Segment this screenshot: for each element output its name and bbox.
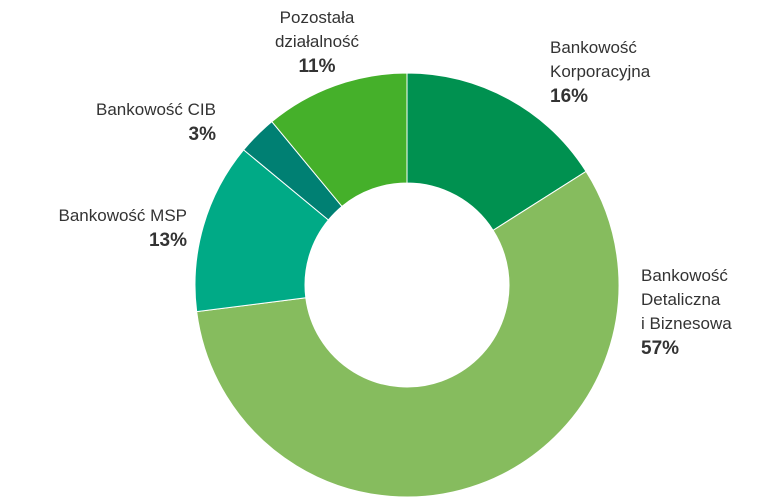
category-name: Pozostała działalność [274, 8, 360, 51]
category-name: Bankowość Korporacyjna [550, 38, 651, 81]
value-label: 16% [550, 86, 589, 107]
category-name: Bankowość CIB [96, 100, 216, 119]
donut-slice [271, 72, 408, 208]
donut-slice [194, 149, 330, 313]
donut-slice [406, 72, 587, 232]
value-label: 13% [148, 230, 187, 251]
value-label: 3% [188, 124, 216, 145]
slice-label: Bankowość Korporacyjna 16% [550, 36, 650, 110]
slice-label: Pozostała działalność 11% [217, 6, 417, 80]
slice-label: Bankowość CIB 3% [96, 98, 216, 148]
category-name: Bankowość Detaliczna i Biznesowa [641, 266, 732, 333]
value-label: 57% [641, 338, 680, 359]
slice-label: Bankowość Detaliczna i Biznesowa 57% [641, 264, 732, 362]
category-name: Bankowość MSP [58, 206, 188, 225]
donut-slice [196, 170, 620, 498]
slice-label: Bankowość MSP 13% [59, 204, 188, 254]
value-label: 11% [298, 56, 336, 77]
